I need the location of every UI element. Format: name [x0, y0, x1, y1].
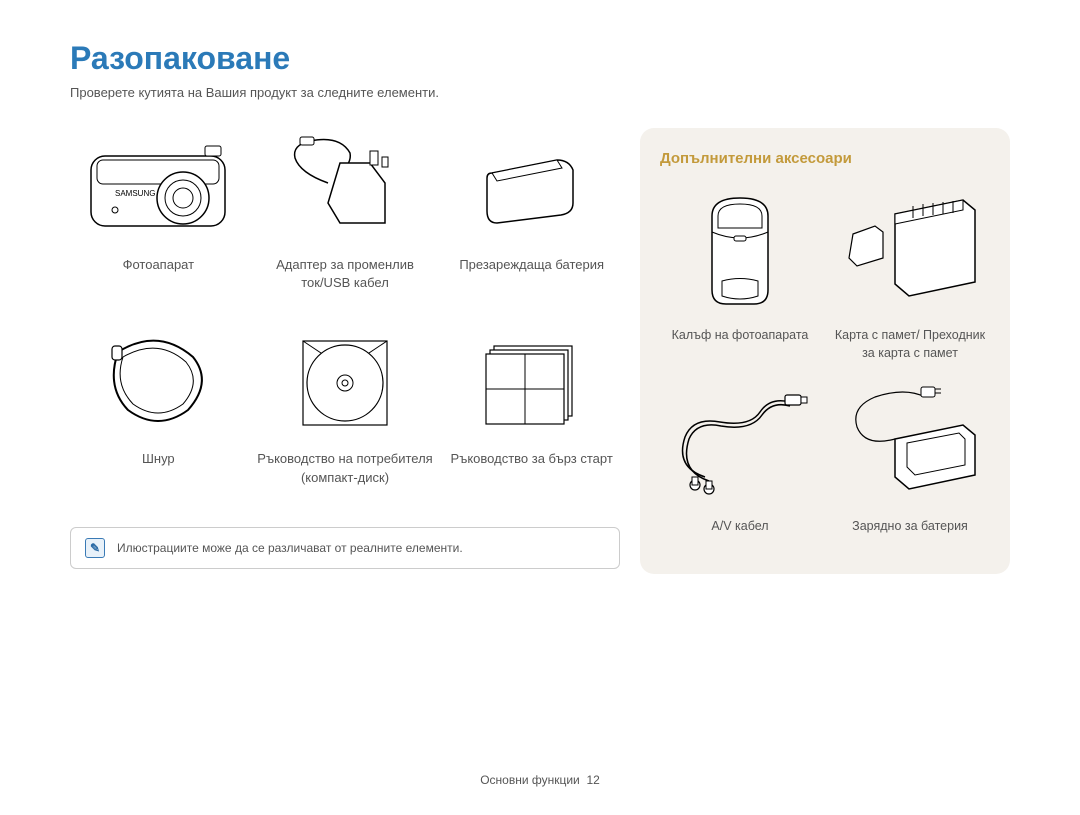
page-title: Разопаковане — [70, 40, 1010, 77]
cd-icon — [257, 322, 434, 442]
item-camera: SAMSUNG Фотоапарат — [70, 128, 247, 292]
item-avcable: A/V кабел — [660, 372, 820, 536]
item-label: Ръководство за бърз старт — [443, 450, 620, 468]
item-label: Презареждаща батерия — [443, 256, 620, 274]
item-label: Карта с памет/ Преходник за карта с паме… — [830, 327, 990, 362]
items-row-1: SAMSUNG Фотоапарат — [70, 128, 620, 292]
item-qsg: Ръководство за бърз старт — [443, 322, 620, 486]
avcable-icon — [660, 372, 820, 512]
adapter-icon — [257, 128, 434, 248]
item-label: Фотоапарат — [70, 256, 247, 274]
page-subtitle: Проверете кутията на Вашия продукт за сл… — [70, 85, 1010, 100]
item-charger: Зарядно за батерия — [830, 372, 990, 536]
side-row-1: Калъф на фотоапарата — [660, 181, 990, 362]
case-icon — [660, 181, 820, 321]
optional-accessories: Допълнителни аксесоари Калъф на фотоапар… — [640, 128, 1010, 574]
item-case: Калъф на фотоапарата — [660, 181, 820, 362]
item-strap: Шнур — [70, 322, 247, 486]
footer-section: Основни функции — [480, 773, 580, 787]
item-battery: Презареждаща батерия — [443, 128, 620, 292]
item-label: A/V кабел — [660, 518, 820, 536]
item-label: Адаптер за променлив ток/USB кабел — [257, 256, 434, 292]
side-row-2: A/V кабел Зарядно за батерия — [660, 372, 990, 536]
item-adapter: Адаптер за променлив ток/USB кабел — [257, 128, 434, 292]
content-columns: SAMSUNG Фотоапарат — [70, 128, 1010, 574]
page-footer: Основни функции 12 — [0, 773, 1080, 787]
note-box: ✎ Илюстрациите може да се различават от … — [70, 527, 620, 569]
svg-text:SAMSUNG: SAMSUNG — [115, 189, 155, 198]
item-label: Калъф на фотоапарата — [660, 327, 820, 345]
memory-icon — [830, 181, 990, 321]
note-text: Илюстрациите може да се различават от ре… — [117, 541, 463, 555]
charger-icon — [830, 372, 990, 512]
item-cd: Ръководство на потребителя (компакт-диск… — [257, 322, 434, 486]
battery-icon — [443, 128, 620, 248]
page: Разопаковане Проверете кутията на Вашия … — [0, 0, 1080, 594]
item-label: Ръководство на потребителя (компакт-диск… — [257, 450, 434, 486]
note-icon: ✎ — [85, 538, 105, 558]
side-title: Допълнителни аксесоари — [660, 150, 990, 167]
camera-icon: SAMSUNG — [70, 128, 247, 248]
included-items: SAMSUNG Фотоапарат — [70, 128, 620, 574]
item-memory: Карта с памет/ Преходник за карта с паме… — [830, 181, 990, 362]
strap-icon — [70, 322, 247, 442]
item-label: Шнур — [70, 450, 247, 468]
item-label: Зарядно за батерия — [830, 518, 990, 536]
qsg-icon — [443, 322, 620, 442]
footer-page: 12 — [586, 773, 599, 787]
items-row-2: Шнур Ръководство на потребителя (компакт… — [70, 322, 620, 486]
